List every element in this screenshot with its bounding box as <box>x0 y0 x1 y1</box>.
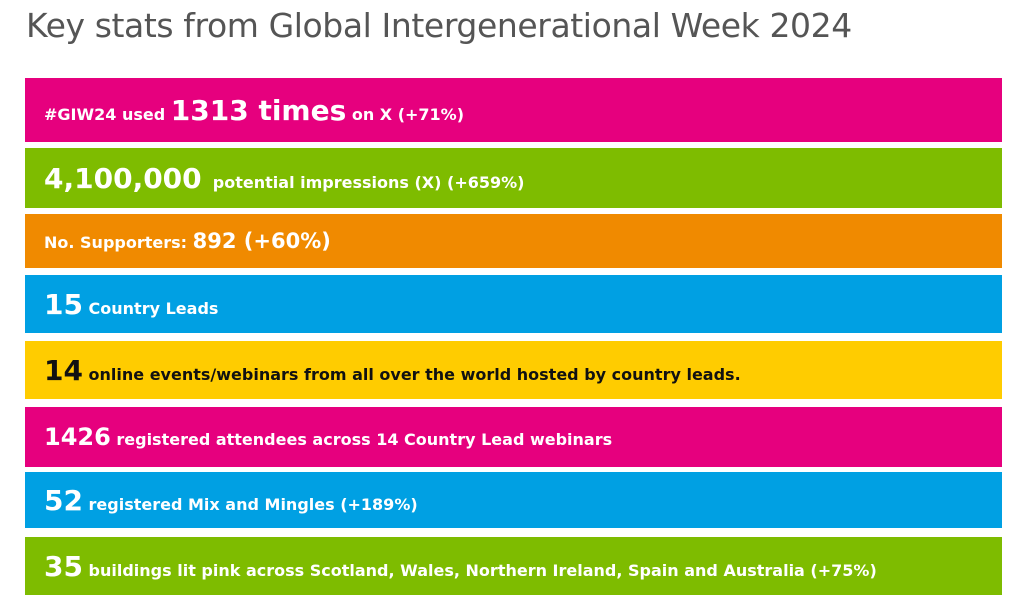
stat-suffix: registered Mix and Mingles (+189%) <box>82 494 418 514</box>
stat-number: 4,100,000 <box>44 161 202 195</box>
stat-text: 15 Country Leads <box>44 288 218 321</box>
stat-prefix: #GIW24 used <box>44 104 171 124</box>
stat-text: 35 buildings lit pink across Scotland, W… <box>44 550 877 583</box>
stat-suffix: Country Leads <box>82 298 219 318</box>
stat-number: 52 <box>44 483 83 517</box>
stat-text: 1426 registered attendees across 14 Coun… <box>44 423 612 451</box>
stat-number: 1313 times <box>170 93 347 127</box>
stat-number: 35 <box>44 549 83 583</box>
stat-text: 52 registered Mix and Mingles (+189%) <box>44 484 418 517</box>
stat-bar-attendees: 1426 registered attendees across 14 Coun… <box>25 407 1002 467</box>
stat-bar-online-events: 14 online events/webinars from all over … <box>25 341 1002 399</box>
stat-number: 1426 <box>44 423 111 451</box>
stat-suffix: registered attendees across 14 Country L… <box>110 430 613 449</box>
stat-bar-buildings-lit: 35 buildings lit pink across Scotland, W… <box>25 537 1002 595</box>
page-title: Key stats from Global Intergenerational … <box>26 6 852 45</box>
stat-suffix: on X (+71%) <box>346 104 465 124</box>
stat-number: 892 (+60%) <box>192 229 331 253</box>
stat-prefix: No. Supporters: <box>44 233 193 252</box>
stat-text: 14 online events/webinars from all over … <box>44 354 741 387</box>
stat-suffix: buildings lit pink across Scotland, Wale… <box>82 560 877 580</box>
stat-bar-impressions: 4,100,000 potential impressions (X) (+65… <box>25 148 1002 208</box>
stat-bar-mix-and-mingles: 52 registered Mix and Mingles (+189%) <box>25 472 1002 528</box>
stat-number: 14 <box>44 353 83 387</box>
stat-text: #GIW24 used 1313 times on X (+71%) <box>44 94 464 127</box>
stat-suffix: online events/webinars from all over the… <box>82 364 741 384</box>
stat-number: 15 <box>44 287 83 321</box>
stat-suffix: potential impressions (X) (+659%) <box>201 172 525 192</box>
stat-bar-country-leads: 15 Country Leads <box>25 275 1002 333</box>
stat-bar-supporters: No. Supporters: 892 (+60%) <box>25 214 1002 268</box>
stat-text: No. Supporters: 892 (+60%) <box>44 229 331 253</box>
stat-bar-hashtag: #GIW24 used 1313 times on X (+71%) <box>25 78 1002 142</box>
stat-text: 4,100,000 potential impressions (X) (+65… <box>44 162 524 195</box>
